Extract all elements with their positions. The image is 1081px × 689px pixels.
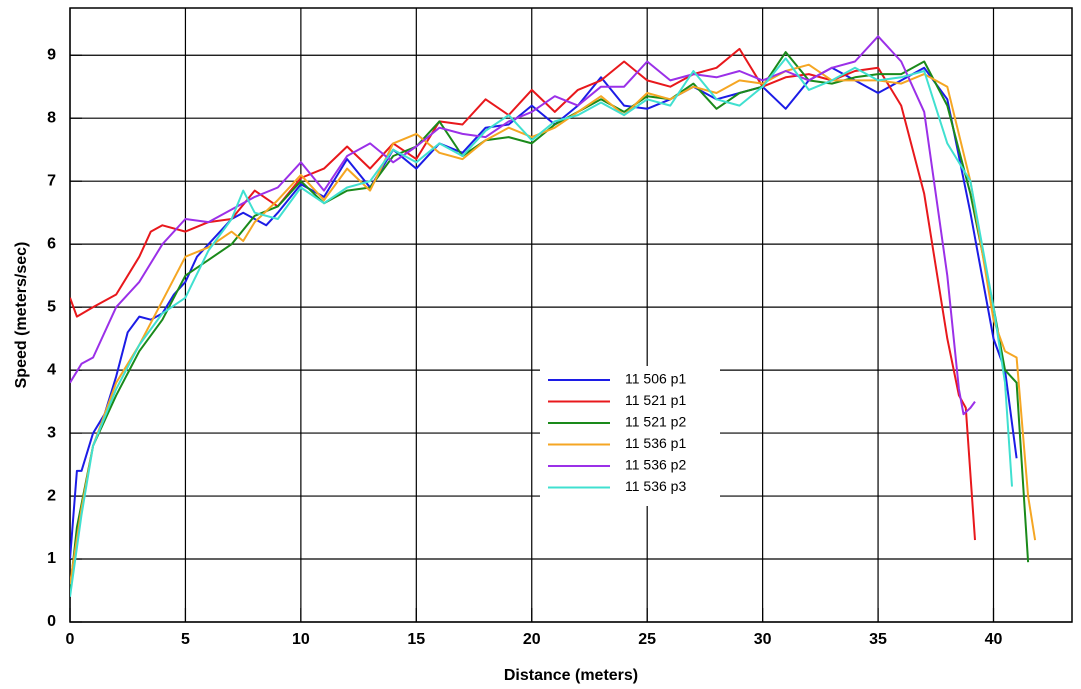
x-tick-label: 0 [66,631,75,648]
plot-area [70,35,1037,597]
series-line [70,35,976,416]
y-axis-label: Speed (meters/sec) [13,242,30,389]
series-line [70,51,1030,591]
x-tick-label: 35 [869,631,887,648]
y-tick-label: 0 [47,613,56,630]
y-tick-label: 3 [47,424,56,441]
y-tick-label: 7 [47,172,56,189]
x-tick-label: 5 [181,631,190,648]
legend-box [540,366,720,506]
y-tick-label: 6 [47,235,56,252]
plot-frame [69,7,1073,623]
legend-label: 11 521 p2 [625,414,686,430]
y-tick-label: 4 [47,361,56,378]
x-tick-label: 30 [754,631,772,648]
x-tick-label: 20 [523,631,541,648]
x-tick-label: 10 [292,631,310,648]
series-line [70,47,976,541]
y-tick-label: 2 [47,487,56,504]
x-tick-label: 15 [407,631,425,648]
x-tick-label: 25 [638,631,656,648]
x-axis-label: Distance (meters) [504,667,638,684]
legend-label: 11 521 p1 [625,392,686,408]
x-tick-label: 40 [985,631,1003,648]
legend-label: 11 536 p2 [625,457,686,473]
y-tick-label: 5 [47,298,56,315]
legend-label: 11 506 p1 [625,371,686,387]
y-tick-label: 8 [47,109,56,126]
legend-label: 11 536 p3 [625,478,686,494]
series-line [70,57,1013,597]
legend-label: 11 536 p1 [625,435,686,451]
y-tick-label: 1 [47,550,56,567]
y-tick-label: 9 [47,46,56,63]
